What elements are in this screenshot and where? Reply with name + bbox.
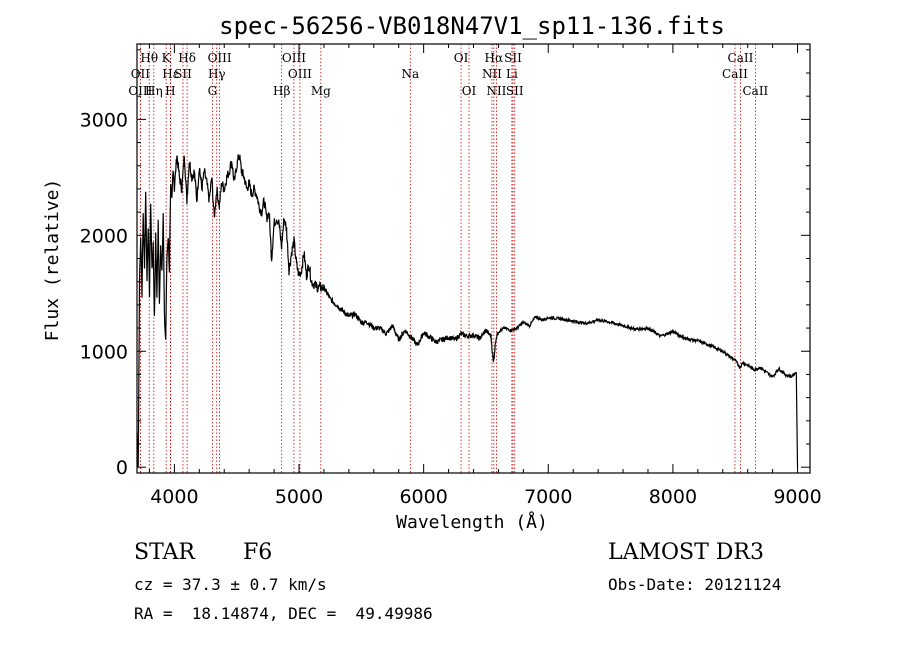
- line-label-hβ: Hβ: [273, 84, 290, 98]
- line-label-sii: SII: [504, 51, 522, 65]
- x-tick-label: 8000: [649, 486, 697, 508]
- object-class: STAR: [134, 540, 195, 565]
- plot-frame: [136, 43, 811, 474]
- line-label-caii: CaII: [728, 51, 754, 65]
- x-tick-label: 7000: [524, 486, 572, 508]
- line-label-sii: SII: [174, 67, 192, 81]
- line-label-hθ: Hθ: [140, 51, 158, 65]
- x-tick-label: 6000: [399, 486, 447, 508]
- line-label-caii: CaII: [742, 84, 768, 98]
- line-label-oi: OI: [462, 84, 477, 98]
- line-label-oii: OII: [131, 67, 151, 81]
- y-tick-label: 0: [116, 457, 128, 479]
- line-label-g: G: [208, 84, 218, 98]
- redshift-velocity: cz = 37.3 ± 0.7 km/s: [134, 575, 327, 594]
- x-tick-label: 4000: [150, 486, 198, 508]
- line-label-sii: SII: [506, 84, 524, 98]
- line-label-hδ: Hδ: [178, 51, 196, 65]
- line-label-hη: Hη: [145, 84, 163, 98]
- ra-dec: RA = 18.14874, DEC = 49.49986: [134, 604, 433, 623]
- x-tick-label: 5000: [275, 486, 323, 508]
- chart-title: spec-56256-VB018N47V1_sp11-136.fits: [219, 12, 725, 40]
- y-tick-label: 3000: [80, 109, 128, 131]
- line-label-h: H: [165, 84, 175, 98]
- observation-date: Obs-Date: 20121124: [608, 575, 782, 594]
- x-axis-label: Wavelength (Å): [396, 511, 548, 533]
- line-label-mg: Mg: [311, 84, 331, 98]
- line-label-li: Li: [506, 67, 518, 81]
- line-label-k: K: [162, 51, 172, 65]
- object-subclass: F6: [243, 540, 273, 565]
- line-label-oiii: OIII: [208, 51, 232, 65]
- line-label-nii: NII: [482, 67, 502, 81]
- line-label-na: Na: [401, 67, 419, 81]
- line-label-oiii: OIII: [288, 67, 312, 81]
- line-label-oiii: OIII: [282, 51, 306, 65]
- y-tick-label: 2000: [80, 225, 128, 247]
- line-label-oi: OI: [454, 51, 469, 65]
- spectral-line-markers: [139, 44, 756, 473]
- x-tick-label: 9000: [773, 486, 821, 508]
- line-label-nii: NII: [486, 84, 506, 98]
- survey-name: LAMOST DR3: [608, 540, 764, 565]
- y-axis-label: Flux (relative): [42, 179, 63, 342]
- line-label-hα: Hα: [485, 51, 504, 65]
- x-axis-ticks: 4000 5000 6000 7000 8000 9000: [148, 44, 822, 508]
- line-label-oiii: OIII: [128, 84, 152, 98]
- y-tick-label: 1000: [80, 341, 128, 363]
- line-label-hγ: Hγ: [208, 67, 226, 81]
- line-label-caii: CaII: [722, 67, 748, 81]
- flux-series: [136, 154, 799, 468]
- line-label-hε: Hε: [162, 67, 179, 81]
- y-axis-ticks: 0 1000 2000 3000: [80, 49, 810, 479]
